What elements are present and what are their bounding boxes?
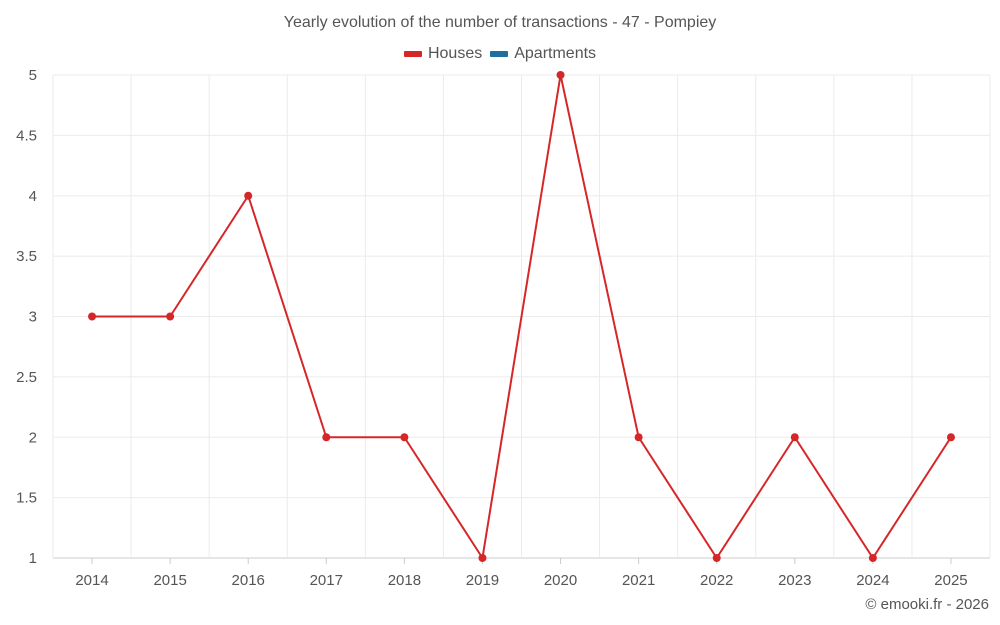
legend-swatch-houses: [403, 51, 422, 57]
data-point: [166, 312, 175, 321]
data-point: [556, 71, 565, 79]
series-line-houses: [92, 74, 952, 559]
chart-title: Yearly evolution of the number of transa…: [283, 14, 717, 31]
x-tick-label: 2015: [153, 572, 186, 589]
legend-item-apartments[interactable]: Apartments: [490, 45, 596, 63]
data-point: [478, 554, 487, 562]
data-point: [946, 433, 955, 442]
data-point: [400, 433, 409, 442]
x-tick-label: 2019: [466, 572, 499, 589]
y-tick-label: 2.5: [16, 369, 37, 386]
data-point: [88, 312, 97, 321]
legend-item-houses[interactable]: Houses: [403, 45, 483, 63]
data-point: [790, 433, 799, 442]
data-point: [712, 554, 721, 562]
x-tick-label: 2023: [778, 572, 811, 589]
x-tick-label: 2024: [856, 572, 889, 589]
data-point: [634, 433, 643, 442]
y-tick-label: 4: [29, 188, 37, 205]
legend: Houses Apartments: [0, 45, 1000, 63]
y-tick-label: 3.5: [16, 248, 37, 265]
x-tick-label: 2017: [310, 572, 343, 589]
x-tick-label: 2022: [700, 572, 733, 589]
legend-label-houses: Houses: [427, 45, 483, 62]
credit-text: © emooki.fr - 2026: [865, 596, 989, 613]
x-tick-label: 2021: [622, 572, 655, 589]
x-tick-label: 2016: [232, 572, 265, 589]
data-point: [322, 433, 331, 442]
y-tick-label: 1: [29, 550, 37, 567]
legend-swatch-apartments: [490, 51, 509, 57]
legend-label-apartments: Apartments: [514, 45, 597, 62]
y-tick-label: 4.5: [16, 127, 37, 144]
data-point: [868, 554, 877, 562]
y-tick-label: 3: [29, 309, 37, 326]
y-tick-label: 1.5: [16, 490, 37, 507]
y-tick-label: 5: [29, 67, 37, 84]
x-tick-label: 2018: [388, 572, 421, 589]
x-tick-label: 2025: [934, 572, 967, 589]
data-point: [244, 191, 253, 200]
y-tick-label: 2: [29, 429, 37, 446]
x-tick-label: 2020: [544, 572, 577, 589]
x-tick-label: 2014: [75, 572, 108, 589]
